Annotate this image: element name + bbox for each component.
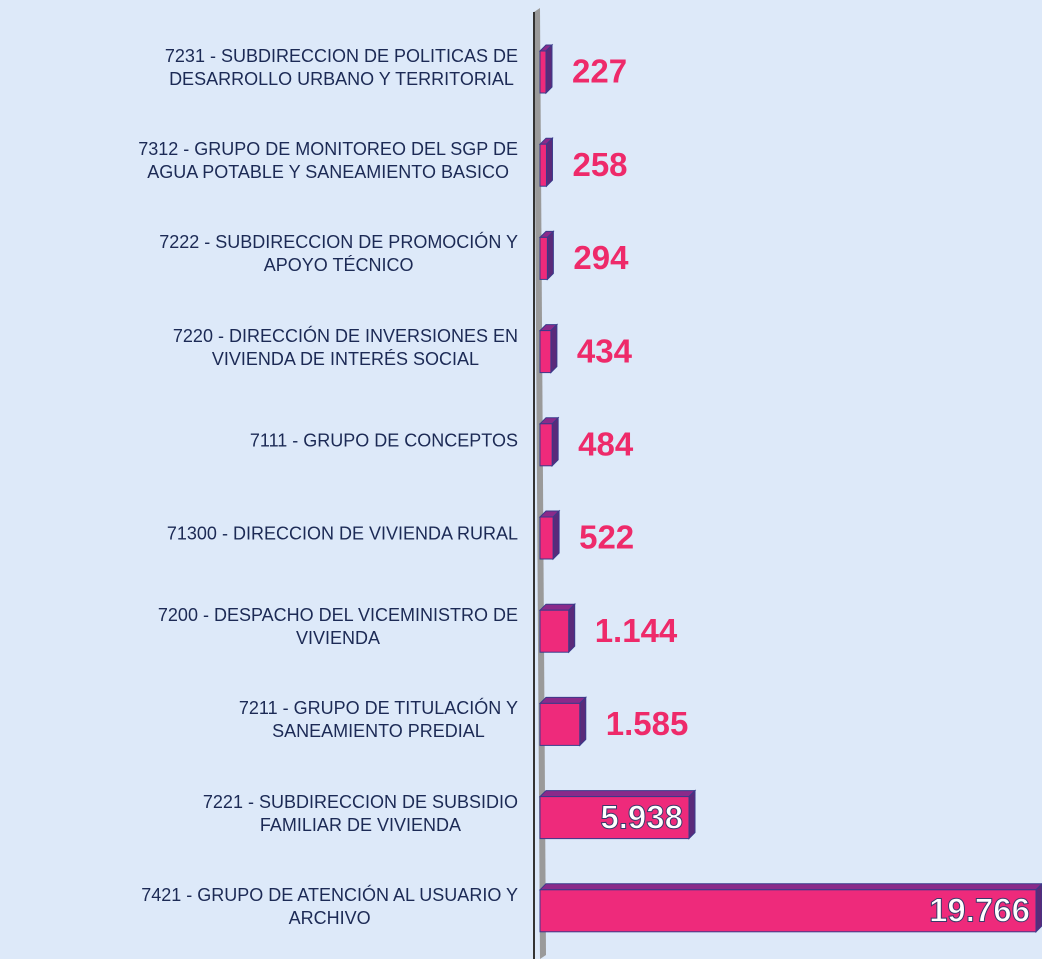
bar-side bbox=[550, 323, 558, 374]
category-label: 7200 - DESPACHO DEL VICEMINISTRO DE VIVI… bbox=[157, 605, 518, 649]
value-label: 522 bbox=[579, 519, 634, 556]
bar bbox=[539, 330, 552, 374]
value-label: 19.766 bbox=[929, 892, 1030, 929]
category-label: 7222 - SUBDIRECCION DE PROMOCIÓN Y APOYO… bbox=[159, 232, 518, 276]
category-label: 7421 - GRUPO DE ATENCIÓN AL USUARIO Y AR… bbox=[141, 884, 518, 928]
bar-top bbox=[538, 696, 587, 704]
value-label: 484 bbox=[578, 426, 634, 463]
category-label: 71300 - DIRECCION DE VIVIENDA RURAL bbox=[166, 523, 518, 544]
value-label: 1.144 bbox=[595, 612, 678, 649]
bar-side bbox=[1035, 883, 1042, 934]
category-label: 7231 - SUBDIRECCION DE POLITICAS DE DESA… bbox=[164, 46, 518, 89]
category-label: 7221 - SUBDIRECCION DE SUBSIDIO FAMILIAR… bbox=[202, 791, 518, 835]
bar-side bbox=[545, 136, 553, 188]
bar bbox=[539, 516, 554, 560]
value-label: 258 bbox=[572, 146, 627, 183]
bar bbox=[539, 143, 547, 187]
value-label: 294 bbox=[573, 239, 629, 276]
category-label: 7111 - GRUPO DE CONCEPTOS bbox=[249, 430, 518, 451]
bar bbox=[539, 609, 570, 653]
bar-side bbox=[579, 696, 587, 747]
category-label: 7312 - GRUPO DE MONITOREO DEL SGP DE AGU… bbox=[138, 139, 518, 183]
bar-side bbox=[568, 602, 576, 654]
bar-top bbox=[538, 790, 697, 798]
bar bbox=[539, 50, 547, 94]
bar-side bbox=[546, 230, 554, 281]
bar-side bbox=[688, 789, 696, 840]
value-label: 5.938 bbox=[600, 798, 683, 835]
bar-side bbox=[552, 509, 560, 561]
bar bbox=[539, 236, 548, 280]
value-label: 1.585 bbox=[606, 705, 689, 742]
bar bbox=[539, 702, 581, 746]
bar bbox=[539, 423, 553, 467]
value-label: 227 bbox=[572, 53, 627, 90]
bar-side bbox=[545, 43, 553, 95]
value-label: 434 bbox=[577, 332, 633, 369]
bar bbox=[539, 889, 1037, 933]
bar-top bbox=[538, 883, 1042, 891]
bar bbox=[539, 796, 690, 840]
category-label: 7220 - DIRECCIÓN DE INVERSIONES EN VIVIE… bbox=[172, 325, 518, 369]
bar-side bbox=[551, 416, 559, 468]
category-label: 7211 - GRUPO DE TITULACIÓN Y SANEAMIENTO… bbox=[238, 698, 518, 742]
